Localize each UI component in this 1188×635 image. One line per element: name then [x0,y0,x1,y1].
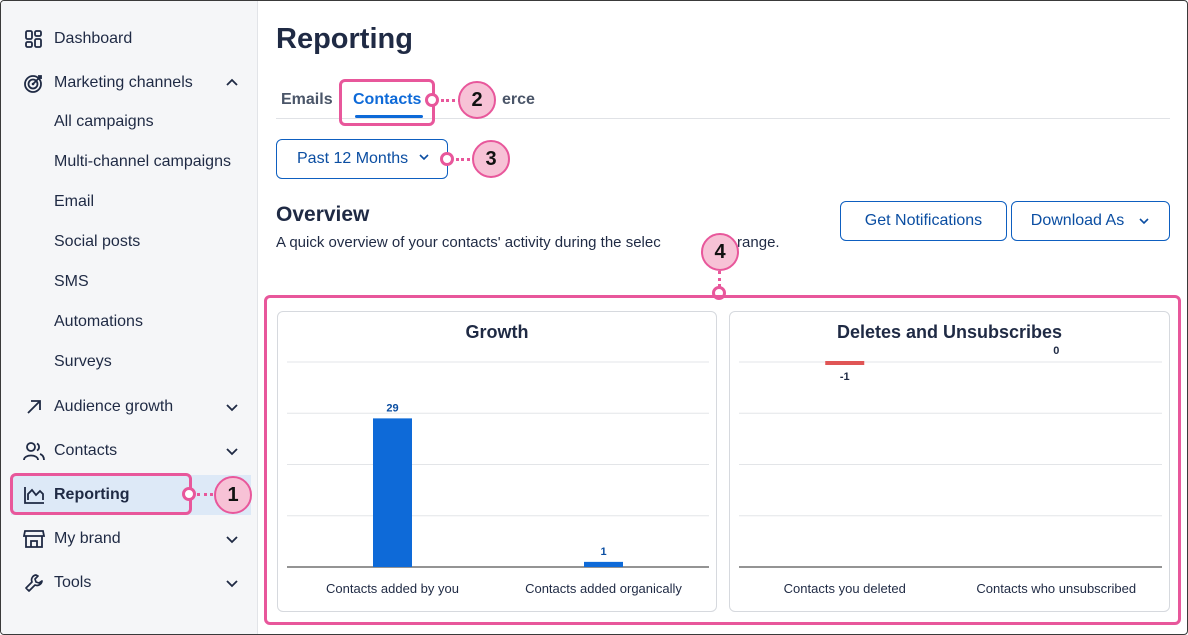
data-label: 1 [600,546,606,558]
sidebar-item-marketing-channels[interactable]: Marketing channels [11,63,251,103]
sidebar-item-tools[interactable]: Tools [11,563,251,603]
store-icon [23,528,45,550]
overview-title: Overview [276,203,370,226]
sidebar-subitem-automations[interactable]: Automations [54,313,143,330]
sidebar-item-my-brand[interactable]: My brand [11,519,251,559]
sidebar-subitem-all-campaigns[interactable]: All campaigns [54,113,154,130]
callout-4: 4 [701,233,739,271]
sidebar-subitem-surveys[interactable]: Surveys [54,353,112,370]
chart-title: Growth [465,322,529,342]
dashboard-icon [23,28,45,50]
deletes-chart-card: Deletes and Unsubscribes -1 Contacts you … [729,311,1170,612]
sidebar-subitem-sms[interactable]: SMS [54,273,89,290]
chevron-down-icon [418,150,430,168]
page-title: Reporting [276,23,413,55]
callout-connector [441,99,461,102]
sidebar-subitem-social-posts[interactable]: Social posts [54,233,141,250]
callout-2: 2 [458,81,496,119]
chevron-down-icon[interactable] [225,444,239,458]
chevron-down-icon[interactable] [225,532,239,546]
chevron-down-icon[interactable] [225,400,239,414]
callout-anchor [425,93,439,107]
category-label: Contacts you deleted [784,581,906,596]
highlight-reporting [10,473,192,515]
highlight-contacts-tab [339,79,435,126]
target-icon [23,72,45,94]
category-label: Contacts who unsubscribed [976,581,1136,596]
bar-contacts-added-by-you [373,418,412,567]
download-as-button[interactable]: Download As [1011,201,1170,241]
date-range-select[interactable]: Past 12 Months [276,139,448,179]
sidebar-item-label: Contacts [54,442,118,459]
callout-anchor [182,487,196,501]
callout-1: 1 [214,476,252,514]
main-content: Reporting Emails Contacts erce Past 12 M… [259,1,1187,634]
callout-connector [456,158,476,161]
sidebar-item-label: Audience growth [54,398,174,415]
sidebar-item-label: Reporting [54,486,130,503]
highlight-charts [264,295,1181,625]
growth-chart-card: Growth 29 Contacts added by you 1 Contacts … [277,311,717,612]
deletes-chart: -1 Contacts you deleted 0 Contacts who unsu… [739,345,1162,596]
tab-contacts[interactable]: Contacts [353,91,422,108]
bar-contacts-added-organically [584,561,623,567]
get-notifications-button[interactable]: Get Notifications [840,201,1007,241]
sidebar-subitem-multi-channel[interactable]: Multi-channel campaigns [54,153,231,170]
sidebar-item-dashboard[interactable]: Dashboard [11,19,251,59]
date-range-value: Past 12 Months [297,150,409,167]
callout-anchor [440,152,454,166]
download-as-label: Download As [1030,212,1125,229]
callout-connector [718,271,721,287]
sidebar-subitem-email[interactable]: Email [54,193,95,210]
data-label: 29 [386,402,398,414]
sidebar-item-reporting[interactable]: Reporting [11,475,251,515]
sidebar-item-label: Dashboard [54,30,133,47]
growth-chart: 29 Contacts added by you 1 Contacts added o… [287,361,709,596]
data-label: 0 [1053,345,1059,357]
chevron-down-icon[interactable] [225,576,239,590]
chevron-down-icon [1138,215,1150,227]
active-tab-indicator [355,115,423,118]
bar-contacts-you-deleted [825,361,865,365]
chevron-up-icon[interactable] [225,76,239,90]
chart-title: Deletes and Unsubscribes [836,322,1063,342]
tab-ecommerce[interactable]: erce [502,91,535,108]
category-label: Contacts added organically [525,581,682,596]
callout-3: 3 [472,140,510,178]
tab-bar: Emails Contacts erce [276,81,1170,119]
sidebar-item-audience-growth[interactable]: Audience growth [11,387,251,427]
chart-icon [23,484,45,506]
sidebar-item-label: Marketing channels [54,74,193,91]
data-label: -1 [840,371,850,383]
sidebar-item-contacts[interactable]: Contacts [11,431,251,471]
category-label: Contacts added by you [326,581,459,596]
tab-emails[interactable]: Emails [281,91,333,108]
arrow-up-right-icon [23,396,45,418]
callout-connector [197,493,219,496]
users-icon [23,440,45,462]
sidebar-item-label: Tools [54,574,92,591]
sidebar: Dashboard Marketing channels All campaig… [1,1,258,634]
sidebar-item-label: My brand [54,530,121,547]
wrench-icon [23,572,45,594]
